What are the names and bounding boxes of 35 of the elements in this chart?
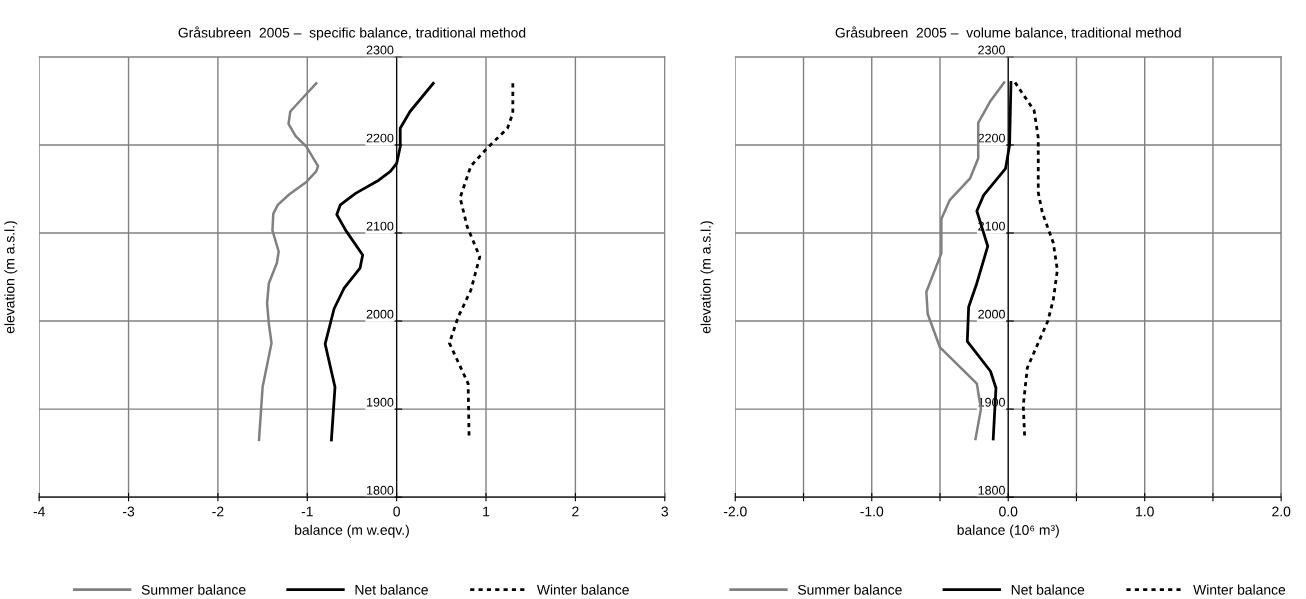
x-tick-label: -1.0: [860, 506, 884, 517]
y-tick-label: 1800: [978, 485, 1005, 495]
x-axis-title: balance (10⁶ m³): [957, 524, 1059, 538]
y-axis-title: elevation (m a.s.l.): [700, 221, 714, 334]
y-tick-label: 2300: [978, 45, 1005, 55]
y-tick-label: 2000: [366, 309, 394, 319]
chart-title: Gråsubreen 2005 – specific balance, traditional method: [178, 26, 526, 41]
x-tick-label: 1: [483, 506, 490, 517]
x-tick-label: -3: [122, 506, 135, 517]
legend-label: Net balance: [355, 584, 428, 595]
y-tick-label: 2100: [366, 221, 394, 231]
legend-label: Winter balance: [536, 584, 629, 595]
x-tick-label: 3: [661, 506, 669, 517]
legend-label: Winter balance: [1193, 584, 1286, 595]
y-tick-label: 2000: [978, 309, 1005, 319]
x-tick-label: -4: [33, 506, 45, 517]
y-tick-label: 1900: [367, 397, 394, 407]
legend-label: Net balance: [1011, 584, 1085, 595]
y-tick-label: 2300: [366, 45, 394, 55]
x-tick-label: 2.0: [1272, 506, 1291, 517]
chart-title: Gråsubreen 2005 – volume balance, traditional method: [835, 26, 1181, 40]
x-tick-label: -2.0: [723, 506, 747, 517]
x-tick-label: -1: [301, 506, 313, 517]
x-axis-title: balance (m w.eqv.): [295, 524, 409, 538]
legend-label: Summer balance: [798, 584, 902, 595]
y-tick-label: 1800: [367, 485, 394, 495]
y-axis-title: elevation (m a.s.l.): [4, 221, 18, 334]
x-tick-label: 0.0: [999, 506, 1018, 517]
x-tick-label: 2: [572, 506, 579, 517]
y-tick-label: 2200: [366, 133, 394, 143]
x-tick-label: -2: [212, 506, 224, 517]
legend-label: Summer balance: [141, 584, 246, 595]
x-tick-label: 0: [393, 506, 400, 517]
x-tick-label: 1.0: [1136, 506, 1154, 517]
y-tick-label: 2200: [978, 133, 1005, 143]
